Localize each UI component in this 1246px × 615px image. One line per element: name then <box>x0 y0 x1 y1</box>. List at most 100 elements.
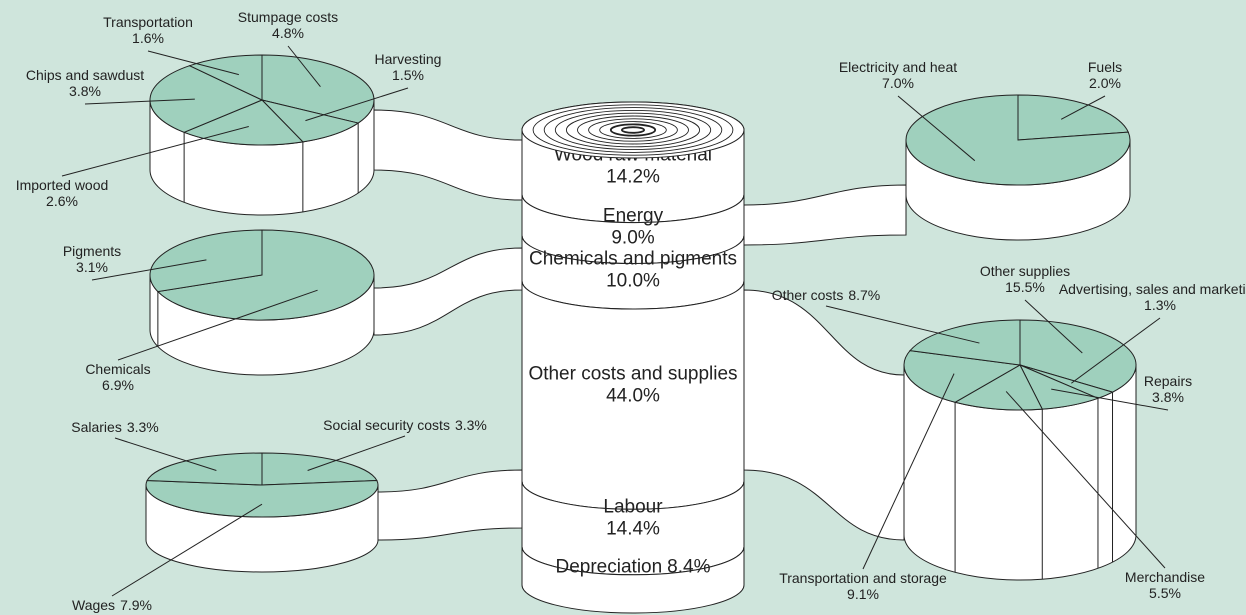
label-name: Other supplies <box>980 263 1070 279</box>
label-name: Stumpage costs <box>238 9 338 25</box>
tree-ring <box>609 123 657 137</box>
label: Energy 9.0% <box>603 205 664 248</box>
tree-ring <box>599 121 667 139</box>
leader-line <box>307 435 406 471</box>
label-value: 3.8% <box>69 83 101 99</box>
label: Pigments 3.1% <box>63 243 121 275</box>
tree-ring <box>621 126 646 134</box>
label-value: 3.3% <box>455 417 487 433</box>
label-value: 44.0% <box>606 385 660 406</box>
label-value: 7.0% <box>882 75 914 91</box>
tree-ring <box>577 115 689 145</box>
pie-slice <box>149 65 264 133</box>
leader-line <box>91 259 207 281</box>
label-name: Social security costs <box>323 417 450 433</box>
label-value: 3.1% <box>76 259 108 275</box>
label: Transportation and storage 9.1% <box>779 570 947 602</box>
ribbon <box>743 289 905 541</box>
label: Repairs 3.8% <box>1144 373 1192 405</box>
pie-slice <box>905 94 1131 186</box>
pie-slice <box>260 99 360 143</box>
label-name: Salaries <box>71 419 122 435</box>
leader-line <box>897 95 976 162</box>
label-value: 9.1% <box>847 586 879 602</box>
cylinder-segment <box>521 546 745 614</box>
label: Harvesting 1.5% <box>375 51 442 83</box>
pie-slice <box>909 319 1021 366</box>
label-name: Transportation and storage <box>779 570 947 586</box>
label-value: 3.3% <box>127 419 159 435</box>
label-value: 14.4% <box>606 518 660 539</box>
label-name: Energy <box>603 205 664 226</box>
label-name: Chips and sawdust <box>26 67 144 83</box>
leader-line <box>61 125 249 177</box>
label: Other supplies 15.5% <box>980 263 1070 295</box>
label-value: 3.8% <box>1152 389 1184 405</box>
label-value: 14.2% <box>606 167 660 188</box>
pie-slice <box>1017 94 1130 141</box>
label: Transportation 1.6% <box>103 14 193 46</box>
label: Social security costs 3.3% <box>323 417 487 433</box>
tree-ring <box>554 109 712 151</box>
pie-slice <box>261 54 375 124</box>
label-value: 15.5% <box>1005 279 1045 295</box>
tree-ring <box>565 112 701 148</box>
label: Chemicals 6.9% <box>85 361 150 393</box>
leader-line <box>147 50 239 76</box>
leader-line <box>117 289 318 361</box>
leader-line <box>305 87 409 122</box>
leader-line <box>825 305 980 344</box>
label: Other costs 8.7% <box>772 287 881 303</box>
label-name: Chemicals <box>85 361 150 377</box>
leader-line <box>1051 388 1169 411</box>
label-value: 8.7% <box>848 287 880 303</box>
label: Chemicals and pigments 10.0% <box>529 249 737 292</box>
label-value: 8.4% <box>667 556 710 577</box>
label-value: 1.6% <box>132 30 164 46</box>
label-value: 6.9% <box>102 377 134 393</box>
label: Imported wood 2.6% <box>16 177 109 209</box>
label-name: Other costs <box>772 287 844 303</box>
label-value: 2.6% <box>46 193 78 209</box>
tree-ring <box>532 104 734 156</box>
label: Salaries 3.3% <box>71 419 159 435</box>
label-value: 2.0% <box>1089 75 1121 91</box>
leader-line <box>287 45 321 87</box>
leader-line <box>84 98 195 105</box>
label-value: 4.8% <box>272 25 304 41</box>
label-name: Pigments <box>63 243 121 259</box>
label-name: Transportation <box>103 14 193 30</box>
leader-line <box>1024 299 1083 354</box>
label-name: Depreciation <box>556 556 663 577</box>
label: Merchandise 5.5% <box>1125 569 1205 601</box>
label-name: Chemicals and pigments <box>529 249 737 270</box>
pie-slice <box>182 99 304 146</box>
label: Stumpage costs 4.8% <box>238 9 338 41</box>
pie-slice <box>953 364 1044 411</box>
label: Electricity and heat 7.0% <box>839 59 957 91</box>
label-name: Electricity and heat <box>839 59 957 75</box>
label: Other costs and supplies 44.0% <box>528 364 737 407</box>
label-name: Other costs and supplies <box>528 364 737 385</box>
label: Chips and sawdust 3.8% <box>26 67 144 99</box>
leader-line <box>1071 317 1161 384</box>
leader-line <box>1005 391 1166 569</box>
label-value: 1.3% <box>1144 297 1176 313</box>
leader-line <box>111 503 263 597</box>
label-value: 1.5% <box>392 67 424 83</box>
label: Depreciation 8.4% <box>556 556 711 577</box>
label-name: Fuels <box>1088 59 1122 75</box>
leader-line <box>862 373 955 570</box>
label-name: Repairs <box>1144 373 1192 389</box>
label: Wages 7.9% <box>72 597 152 613</box>
pie-slice <box>261 452 378 486</box>
label-name: Merchandise <box>1125 569 1205 585</box>
label-value: 9.0% <box>611 227 654 248</box>
label-name: Wages <box>72 597 115 613</box>
pie-slice <box>903 350 1022 403</box>
leader-line <box>1060 95 1106 120</box>
pie-slice <box>149 229 263 293</box>
label-name: Advertising, sales and marketing <box>1059 281 1246 297</box>
ribbon <box>743 184 907 246</box>
